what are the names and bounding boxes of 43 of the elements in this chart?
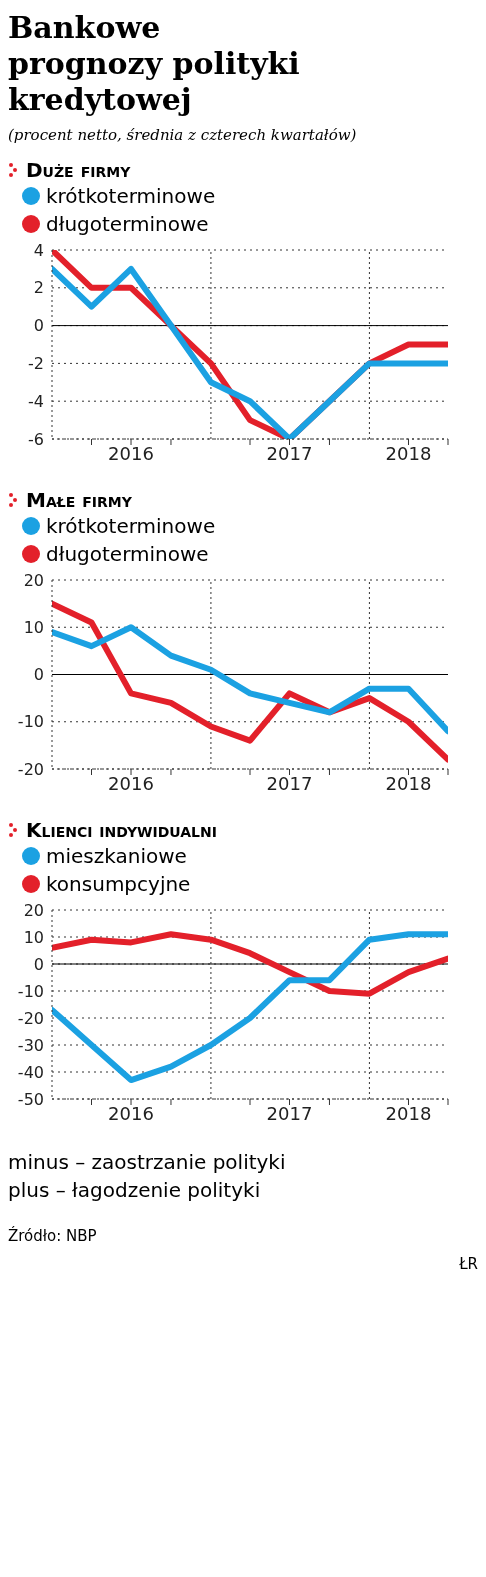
x-tick-label: 2017 bbox=[266, 772, 313, 794]
legend-label: mieszkaniowe bbox=[46, 843, 187, 870]
y-tick-label: -20 bbox=[17, 1008, 44, 1028]
x-tick-label: 2016 bbox=[108, 1102, 154, 1124]
legend-label: konsumpcyjne bbox=[46, 871, 191, 898]
y-tick-label: -30 bbox=[17, 1035, 44, 1055]
text: plus – łagodzenie polityki bbox=[8, 1177, 262, 1204]
y-tick-label: 0 bbox=[33, 665, 44, 685]
y-tick-label: 4 bbox=[33, 240, 44, 260]
y-tick-label: 10 bbox=[23, 617, 44, 637]
chart-subtitle: (procent netto, średnia z czterech kwartałów) bbox=[8, 126, 358, 144]
y-tick-label: 2 bbox=[33, 278, 44, 298]
x-tick-label: 2018 bbox=[385, 1102, 432, 1124]
text: Źródło: NBP bbox=[8, 1225, 98, 1247]
y-tick-label: -10 bbox=[17, 981, 44, 1001]
y-tick-label: -40 bbox=[17, 1062, 44, 1082]
legend-label: krótkoterminowe bbox=[46, 183, 216, 210]
x-tick-label: 2017 bbox=[266, 1102, 313, 1124]
x-tick-label: 2016 bbox=[108, 442, 154, 464]
y-tick-label: 0 bbox=[33, 316, 44, 336]
y-tick-label: -20 bbox=[17, 759, 44, 779]
chart-title: Bankowe prognozy polityki kredytowej bbox=[8, 10, 301, 118]
y-tick-label: -6 bbox=[28, 429, 44, 449]
y-tick-label: -2 bbox=[28, 354, 44, 374]
x-tick-label: 2017 bbox=[266, 442, 313, 464]
y-tick-label: 20 bbox=[23, 900, 44, 920]
x-tick-label: 2018 bbox=[385, 442, 432, 464]
text: minus – zaostrzanie polityki bbox=[8, 1149, 287, 1176]
legend-title: Klienci indywidualni bbox=[25, 818, 218, 842]
y-tick-label: 0 bbox=[33, 954, 44, 974]
x-tick-label: 2016 bbox=[108, 772, 154, 794]
y-tick-label: -10 bbox=[17, 712, 44, 732]
x-tick-label: 2018 bbox=[385, 772, 432, 794]
legend-title: Małe firmy bbox=[25, 488, 133, 512]
legend-label: długoterminowe bbox=[46, 541, 209, 568]
text: ŁR bbox=[458, 1254, 478, 1275]
legend-label: krótkoterminowe bbox=[46, 513, 216, 540]
y-tick-label: -50 bbox=[17, 1089, 44, 1109]
legend-title: Duże firmy bbox=[25, 158, 132, 182]
y-tick-label: 10 bbox=[23, 927, 44, 947]
legend-label: długoterminowe bbox=[46, 211, 209, 238]
y-tick-label: 20 bbox=[23, 570, 44, 590]
y-tick-label: -4 bbox=[28, 391, 44, 411]
